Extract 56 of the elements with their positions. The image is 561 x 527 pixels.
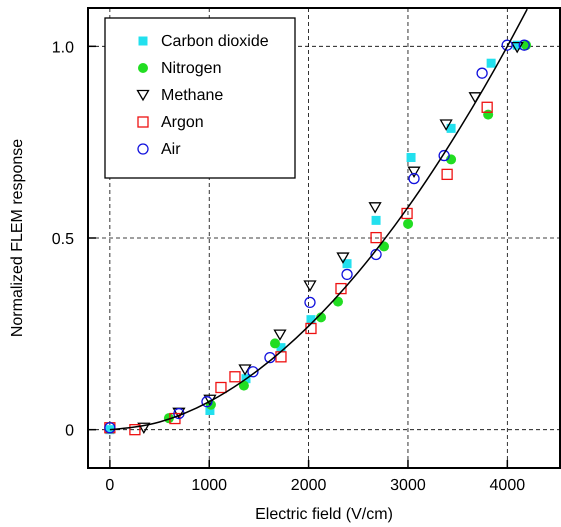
point <box>440 119 452 130</box>
point <box>275 351 287 362</box>
point <box>518 40 530 51</box>
legend-label: Methane <box>161 87 224 104</box>
x-tick-label: 4000 <box>490 477 526 494</box>
point <box>204 394 216 406</box>
point <box>511 42 524 53</box>
y-tick-label: 1.0 <box>52 39 74 56</box>
x-tick-label: 2000 <box>290 477 326 494</box>
point <box>446 124 456 133</box>
point <box>341 268 353 280</box>
x-tick-label: 0 <box>105 477 114 494</box>
point <box>370 248 382 260</box>
y-axis-title: Normalized FLEM response <box>9 138 26 338</box>
point <box>408 172 420 184</box>
point <box>238 364 252 376</box>
legend-label: Argon <box>161 114 204 131</box>
point <box>368 202 382 213</box>
point <box>401 208 413 220</box>
point <box>438 150 450 162</box>
point <box>138 422 150 434</box>
point <box>129 424 141 436</box>
point <box>305 322 317 334</box>
point <box>441 168 453 180</box>
point <box>468 92 482 103</box>
x-tick-label: 1000 <box>191 477 228 494</box>
point <box>406 153 416 162</box>
x-tick-label: 3000 <box>390 477 426 494</box>
point <box>264 352 276 364</box>
point <box>215 382 227 394</box>
point <box>274 329 286 340</box>
point <box>169 412 181 424</box>
point <box>238 380 249 391</box>
point <box>270 338 280 348</box>
point <box>201 396 213 408</box>
point <box>476 68 488 79</box>
y-tick-label: 0 <box>65 422 74 440</box>
point <box>501 40 513 51</box>
point <box>408 166 420 178</box>
point <box>342 259 352 268</box>
legend-label: Nitrogen <box>161 60 222 77</box>
point <box>403 218 414 229</box>
legend-label: Carbon dioxide <box>161 33 269 50</box>
x-axis-title: Electric field (V/cm) <box>255 506 393 523</box>
point <box>482 102 493 113</box>
point <box>247 366 259 378</box>
point <box>336 252 350 264</box>
point <box>304 296 316 308</box>
legend-label: Air <box>161 141 182 158</box>
point <box>372 216 381 225</box>
point <box>304 280 316 292</box>
point <box>335 282 347 294</box>
point <box>486 58 496 68</box>
y-tick-label: 0.5 <box>52 231 74 248</box>
point <box>229 371 241 382</box>
point <box>370 232 382 244</box>
